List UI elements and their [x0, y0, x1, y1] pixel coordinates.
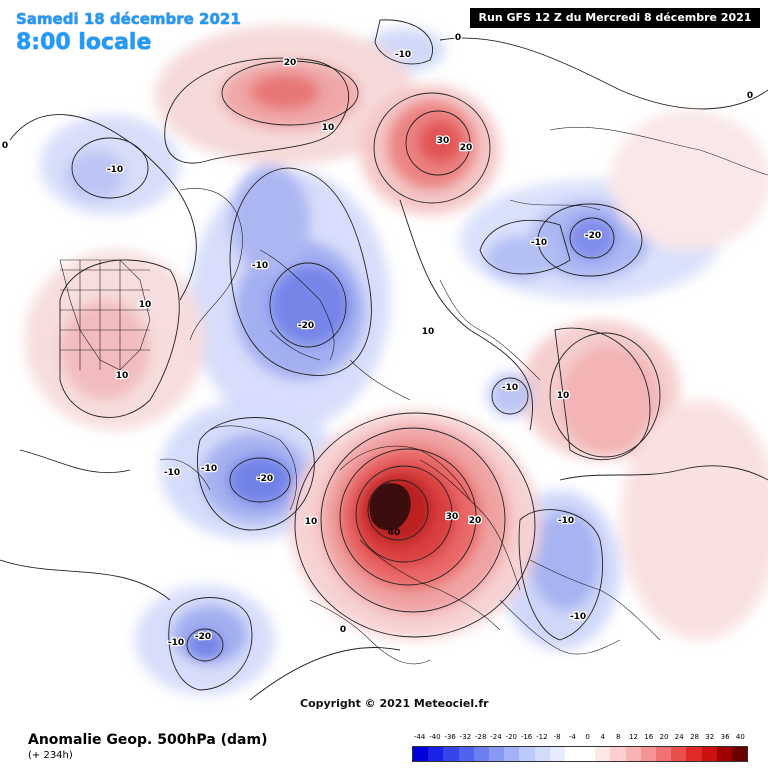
- contour-label-z1: 0: [2, 141, 8, 151]
- lead-time: (+ 234h): [28, 750, 73, 761]
- legend-swatch: [640, 747, 656, 761]
- contour-label-atl4: 10: [305, 517, 318, 527]
- legend-swatch: [625, 747, 641, 761]
- legend-tick-labels: -44 -40 -36 -32 -28 -24 -20 -16 -12 -8 -4 0 4 8 12 16 20…: [412, 733, 748, 743]
- contour-label-usa2: 10: [116, 371, 129, 381]
- legend-tick: 16: [644, 733, 654, 741]
- contour-label-can2: -20: [298, 321, 314, 331]
- contour-label-atl1: -10: [164, 468, 180, 478]
- contour-label-arc: 10: [422, 327, 435, 337]
- anomaly-field: -10 20 10 -10 30 20 -10 -20 -10 -20 10 10 10 10 -10 -10…: [0, 19, 768, 701]
- contour-label-eu2: 30: [446, 512, 459, 522]
- contour-label-sib2: -20: [585, 231, 601, 241]
- legend-swatch: [504, 747, 520, 761]
- contour-label-sib: -10: [531, 238, 547, 248]
- legend-tick: 20: [659, 733, 669, 741]
- legend-tick: 4: [600, 733, 606, 741]
- contour-label-can1: -10: [252, 261, 268, 271]
- legend-swatch: [519, 747, 535, 761]
- legend-tick: -16: [520, 733, 533, 741]
- legend-swatch: [428, 747, 444, 761]
- contour-label-chukchi2: 20: [460, 143, 473, 153]
- legend-tick: 12: [628, 733, 638, 741]
- run-info: Run GFS 12 Z du Mercredi 8 décembre 2021: [470, 8, 760, 28]
- legend-swatch: [595, 747, 611, 761]
- legend-swatch: [458, 747, 474, 761]
- contour-label-eatl2: -20: [195, 632, 211, 642]
- legend-tick: 24: [674, 733, 684, 741]
- contour-label-asia2: -10: [570, 612, 586, 622]
- valid-date: Samedi 18 décembre 2021: [16, 10, 241, 28]
- contour-lines: [0, 19, 768, 701]
- legend-swatch: [549, 747, 565, 761]
- legend-tick: -4: [568, 733, 576, 741]
- contour-label-siber2: 10: [557, 391, 570, 401]
- legend-swatch: [656, 747, 672, 761]
- legend-tick: -36: [444, 733, 456, 741]
- contour-label-alaska: -10: [107, 165, 123, 175]
- legend-swatch: [413, 747, 429, 761]
- legend-tick: 0: [585, 733, 590, 741]
- contour-label-asia1: -10: [558, 516, 574, 526]
- contour-label-usa1: 10: [139, 300, 152, 310]
- contour-label-eu1: 40: [388, 528, 401, 538]
- legend-tick: 28: [690, 733, 699, 741]
- contour-label-z3: 0: [747, 91, 753, 101]
- legend-swatch: [686, 747, 702, 761]
- contour-label-nwc: -10: [395, 50, 411, 60]
- legend-swatch: [564, 747, 581, 761]
- copyright: Copyright © 2021 Meteociel.fr: [300, 697, 489, 710]
- legend-tick: -20: [505, 733, 517, 741]
- legend-swatch: [534, 747, 550, 761]
- legend-swatch: [716, 747, 732, 761]
- contour-value-labels: -10 20 10 -10 30 20 -10 -20 -10 -20 10 10 10 10 -10 -10…: [1, 32, 755, 650]
- legend-swatch: [701, 747, 717, 761]
- contour-label-atl3: -20: [257, 474, 273, 484]
- legend-swatch: [671, 747, 687, 761]
- legend-swatch: [443, 747, 459, 761]
- legend-tick: 40: [735, 733, 745, 741]
- legend-swatch: [580, 747, 596, 761]
- legend-tick: -28: [475, 733, 487, 741]
- coastlines: [59, 127, 768, 665]
- contour-label-bering: 10: [322, 123, 335, 133]
- legend-tick: -44: [413, 733, 426, 741]
- legend-swatch: [610, 747, 626, 761]
- contour-label-med: 0: [340, 625, 346, 635]
- legend-tick: 36: [720, 733, 730, 741]
- legend-swatch: [473, 747, 489, 761]
- legend-tick: -24: [490, 733, 502, 741]
- legend-tick: -32: [459, 733, 472, 741]
- legend-tick: 8: [615, 733, 621, 741]
- legend-tick: 32: [705, 733, 715, 741]
- contour-label-eatl1: -10: [168, 638, 184, 648]
- legend-tick: -8: [553, 733, 561, 741]
- contour-label-chukchi: 30: [437, 136, 450, 146]
- legend-swatch: [488, 747, 505, 761]
- contour-label-z2: 0: [455, 33, 461, 43]
- color-legend: [412, 746, 748, 762]
- contour-label-wsib: -10: [502, 383, 518, 393]
- contour-label-eu3: 20: [469, 516, 482, 526]
- contour-label-atl2: -10: [201, 464, 217, 474]
- legend-swatch: [731, 747, 748, 761]
- parameter-title: Anomalie Geop. 500hPa (dam): [28, 732, 268, 748]
- contour-label-npac: 20: [284, 58, 297, 68]
- local-time: 8:00 locale: [16, 30, 152, 55]
- legend-tick: -40: [429, 733, 441, 741]
- legend-tick: -12: [536, 733, 548, 741]
